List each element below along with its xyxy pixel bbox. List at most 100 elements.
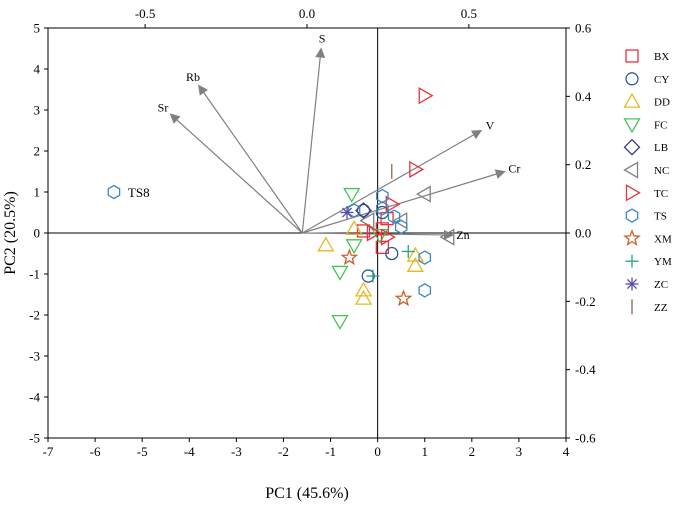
point-cy xyxy=(356,203,371,218)
x-tick-label: -4 xyxy=(184,444,195,459)
legend-label-nc: NC xyxy=(654,165,669,177)
point-zc-stroke xyxy=(341,207,353,218)
point-nc xyxy=(439,228,455,246)
x-axis-ticks: -7 -6 -5 -4 -3 -2 -1 0 1 2 3 4 xyxy=(43,438,570,459)
y-tick-label: -5 xyxy=(29,431,40,446)
right-tick-label: 0.4 xyxy=(575,89,592,104)
loading-label-sr: Sr xyxy=(158,100,169,114)
right-tick-label: 0.6 xyxy=(575,21,592,36)
point-bx xyxy=(356,224,371,238)
point-dd xyxy=(354,281,373,297)
loading-arrow-v xyxy=(301,129,483,234)
top-axis-ticks: -0.5 0.0 0.5 xyxy=(135,6,477,28)
loading-arrow-sr xyxy=(169,113,303,234)
legend-label-zc: ZC xyxy=(654,279,668,291)
point-lb xyxy=(355,202,372,219)
point-annotations: TS8 xyxy=(128,185,150,200)
x-tick-label: 1 xyxy=(421,444,428,459)
x-tick-label: -3 xyxy=(231,444,242,459)
legend: BX CY DD FC LB NC TC TS XM YM ZC ZZ xyxy=(623,49,672,315)
point-cy xyxy=(385,246,399,261)
legend-marker-zc xyxy=(625,277,639,291)
point-ts xyxy=(387,209,401,224)
y-tick-label: -2 xyxy=(29,308,40,323)
legend-marker-dd xyxy=(623,92,641,108)
legend-marker-tc xyxy=(625,184,641,202)
x-axis-title: PC1 (45.6%) xyxy=(265,485,349,502)
x-tick-label: 0 xyxy=(374,444,381,459)
y-tick-label: 2 xyxy=(34,144,41,159)
point-dd xyxy=(406,256,424,272)
legend-label-ym: YM xyxy=(654,256,672,268)
x-tick-label: -5 xyxy=(137,444,148,459)
right-tick-label: -0.2 xyxy=(575,294,596,309)
right-tick-label: 0.2 xyxy=(575,157,591,172)
point-ts xyxy=(347,203,361,218)
legend-label-ts: TS xyxy=(654,211,667,223)
point-tc xyxy=(409,160,425,179)
point-fc xyxy=(331,314,349,330)
annotation-label: TS8 xyxy=(128,185,150,200)
loading-arrow-rb xyxy=(198,84,303,234)
legend-label-xm: XM xyxy=(654,233,672,245)
point-bx xyxy=(375,240,389,255)
legend-marker-lb xyxy=(623,138,641,156)
right-tick-label: -0.6 xyxy=(575,431,596,446)
legend-label-zz: ZZ xyxy=(654,302,668,314)
y-tick-label: 5 xyxy=(34,21,41,36)
point-fc xyxy=(331,265,349,281)
loading-arrow-s xyxy=(301,47,326,234)
y-tick-label: 0 xyxy=(34,226,41,241)
x-tick-label: -6 xyxy=(90,444,101,459)
legend-label-lb: LB xyxy=(654,142,668,154)
legend-marker-bx xyxy=(625,49,639,63)
point-bx xyxy=(375,222,389,236)
point-tc xyxy=(418,87,434,105)
top-tick-label: 0.0 xyxy=(299,6,315,21)
legend-marker-ym xyxy=(625,254,639,268)
legend-marker-cy xyxy=(625,72,639,86)
right-tick-label: 0.0 xyxy=(575,226,591,241)
point-xm xyxy=(394,289,413,307)
loading-label-s: S xyxy=(319,32,326,46)
legend-marker-ts xyxy=(625,208,639,223)
y-tick-label: -4 xyxy=(29,390,40,405)
x-tick-label: -7 xyxy=(43,444,54,459)
legend-marker-nc xyxy=(623,161,639,179)
y-tick-label: -1 xyxy=(29,267,40,282)
point-zc xyxy=(340,206,354,219)
legend-label-fc: FC xyxy=(654,119,667,131)
y-axis-title: PC2 (20.5%) xyxy=(2,191,19,275)
loading-vectors: S Rb Sr V Cr Zn xyxy=(158,32,521,243)
x-tick-label: -2 xyxy=(278,444,289,459)
legend-marker-fc xyxy=(623,118,641,134)
point-fc xyxy=(345,239,363,255)
point-dd xyxy=(345,220,363,236)
y-tick-label: 3 xyxy=(34,103,41,118)
point-ym xyxy=(401,244,415,258)
point-xm xyxy=(340,248,359,266)
loading-label-rb: Rb xyxy=(186,70,200,84)
legend-label-dd: DD xyxy=(654,97,670,109)
legend-label-bx: BX xyxy=(654,51,669,63)
right-axis-ticks: 0.6 0.4 0.2 0.0 -0.2 -0.4 -0.6 xyxy=(566,21,596,446)
x-tick-label: 2 xyxy=(469,444,476,459)
point-ts xyxy=(376,201,389,216)
x-tick-label: 4 xyxy=(563,444,570,459)
legend-marker-xm xyxy=(623,229,641,246)
point-ym xyxy=(366,269,380,283)
y-tick-label: -3 xyxy=(29,349,40,364)
point-ts xyxy=(418,283,432,298)
top-tick-label: 0.5 xyxy=(461,6,477,21)
point-ts xyxy=(418,250,432,265)
data-points xyxy=(107,87,455,330)
point-nc xyxy=(359,212,375,230)
point-ts xyxy=(107,184,121,200)
legend-marker-zc-stroke xyxy=(626,278,638,290)
loading-arrow-cr xyxy=(302,169,506,234)
loading-label-cr: Cr xyxy=(508,162,520,176)
x-tick-label: -1 xyxy=(325,444,336,459)
loading-label-v: V xyxy=(486,119,495,133)
y-tick-label: 1 xyxy=(34,185,41,200)
